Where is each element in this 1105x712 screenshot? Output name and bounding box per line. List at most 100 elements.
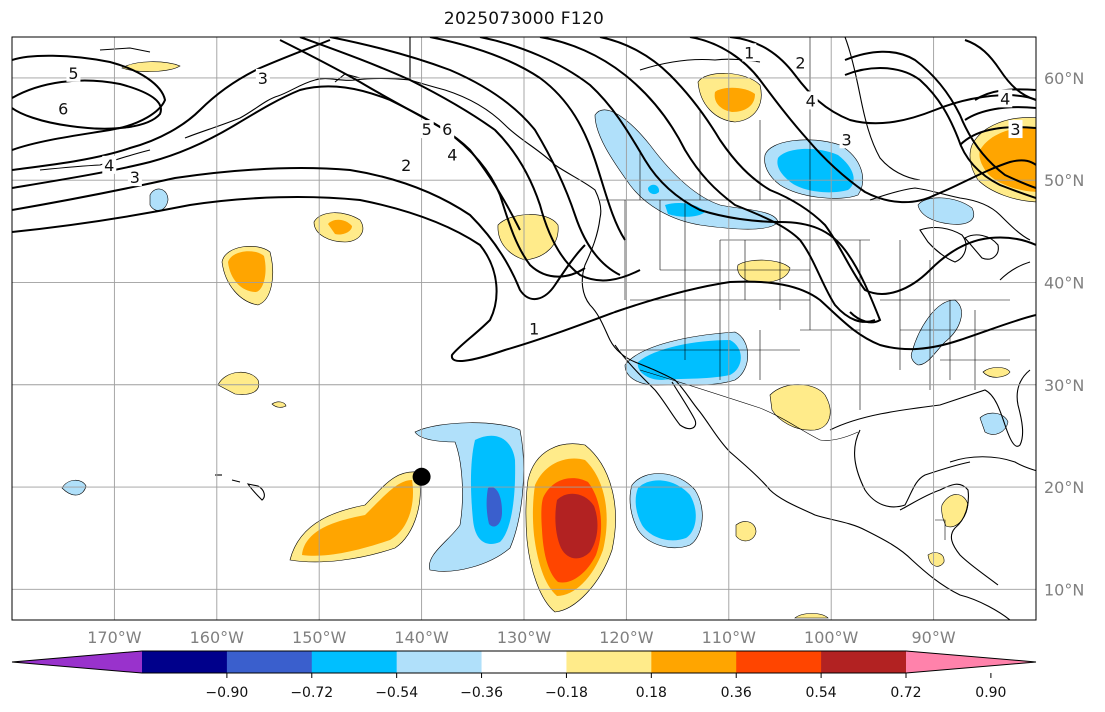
contour-label-bg: [742, 43, 757, 62]
colorbar-segment: [481, 651, 567, 673]
negative-anomaly-region: [648, 184, 660, 195]
lat-tick-label: 40°N: [1044, 273, 1084, 292]
contour-label: 6: [442, 120, 452, 139]
positive-anomaly-region: [497, 214, 559, 261]
negative-anomaly-region: [149, 188, 169, 211]
lon-tick-label: 120°W: [599, 628, 654, 647]
contour-label: 5: [422, 120, 432, 139]
contour-label: 4: [806, 91, 816, 110]
contour-label: 3: [1010, 120, 1020, 139]
location-marker: [412, 467, 431, 486]
positive-anomaly-region: [217, 372, 260, 395]
negative-anomaly-region: [777, 148, 854, 193]
positive-anomaly-region: [737, 259, 791, 283]
lon-tick-label: 100°W: [804, 628, 859, 647]
contour-label: 2: [795, 54, 805, 73]
contour-label-bg: [419, 120, 434, 139]
contour-label: 4: [104, 156, 114, 175]
negative-anomaly-region: [917, 197, 974, 225]
positive-anomaly-region: [228, 251, 266, 292]
negative-anomaly-region: [979, 412, 1009, 435]
longitude-tick-labels: 170°W 160°W 150°W 140°W 130°W 120°W 110°W 100°W…: [87, 628, 956, 647]
positive-anomaly-region: [271, 401, 287, 408]
colorbar-tick-labels: −0.90 −0.72 −0.54 −0.36 −0.18 0.18 0.36 0.54 0.7…: [205, 673, 1006, 701]
colorbar-segment: [651, 651, 737, 673]
contour-lines: [12, 37, 1036, 362]
contour-label-bg: [839, 130, 854, 149]
map-title: 2025073000 F120: [443, 9, 605, 29]
colorbar-tick-label: −0.18: [545, 685, 588, 701]
contour-label-bg: [255, 68, 270, 87]
lon-tick-label: 170°W: [87, 628, 142, 647]
lon-tick-label: 90°W: [912, 628, 956, 647]
positive-anomaly-region: [979, 127, 1036, 192]
colorbar-segment: [311, 651, 398, 673]
colorbar-tick-label: 0.18: [636, 685, 667, 701]
contour-label-bg: [440, 120, 455, 139]
colorbar-segment: [736, 651, 822, 673]
political-borders: [409, 37, 1036, 540]
contour-label: 3: [841, 130, 851, 149]
coastlines: [39, 37, 1036, 620]
latitude-tick-labels: 10°N 20°N 30°N 40°N 50°N 60°N: [1044, 69, 1084, 599]
negative-anomaly-region: [486, 487, 502, 527]
colorbar-tick-label: −0.72: [290, 685, 333, 701]
positive-anomaly-region: [121, 61, 181, 72]
lat-tick-label: 60°N: [1044, 69, 1084, 88]
lat-tick-label: 20°N: [1044, 478, 1084, 497]
colorbar-tick-label: 0.36: [721, 685, 752, 701]
anomaly-shading: [61, 61, 1036, 619]
colorbar-segment: [142, 651, 228, 673]
lon-tick-label: 130°W: [497, 628, 552, 647]
colorbar-extend-high: [906, 651, 1036, 673]
colorbar-segment: [566, 651, 652, 673]
colorbar-segment: [396, 651, 483, 673]
contour-label-bg: [66, 63, 81, 82]
contour-label: 6: [58, 100, 68, 119]
lon-tick-label: 160°W: [190, 628, 245, 647]
contour-label: 3: [258, 69, 268, 88]
map-frame: [11, 36, 1037, 621]
positive-anomaly-region: [302, 480, 414, 556]
contour-label-bg: [1008, 120, 1023, 139]
contour-label-bg: [127, 168, 142, 187]
colorbar-extend-low: [12, 651, 142, 673]
contour-label-bg: [445, 145, 460, 164]
positive-anomaly-region: [794, 613, 829, 619]
contour-label-bg: [102, 155, 117, 174]
contour-label-bg: [998, 89, 1013, 108]
positive-anomaly-region: [735, 521, 757, 542]
positive-anomaly-region: [714, 87, 755, 112]
contour-label-bg: [803, 91, 818, 110]
colorbar-tick-label: 0.90: [975, 685, 1006, 701]
colorbar-tick-label: −0.36: [460, 685, 503, 701]
contour-label-bg: [793, 53, 808, 72]
positive-anomaly-region: [982, 367, 1011, 378]
contour-label: 3: [130, 168, 140, 187]
colorbar-tick-label: −0.54: [375, 685, 418, 701]
colorbar-outline: [11, 650, 1037, 674]
contour-label-bg: [527, 319, 542, 338]
lon-tick-label: 140°W: [394, 628, 449, 647]
contour-label: 5: [68, 64, 78, 83]
negative-anomaly-region: [635, 480, 696, 541]
lon-tick-label: 110°W: [702, 628, 757, 647]
contour-label: 4: [447, 146, 457, 165]
positive-anomaly-region: [555, 493, 598, 559]
contour-label: 4: [1000, 89, 1010, 108]
negative-anomaly-region: [61, 479, 87, 496]
positive-anomaly-region: [328, 219, 352, 235]
gridlines: [12, 37, 1036, 620]
contour-label-bg: [56, 99, 71, 118]
contour-label: 1: [529, 320, 539, 339]
positive-anomaly-region: [927, 552, 945, 567]
lat-tick-label: 10°N: [1044, 580, 1084, 599]
colorbar-tick-label: −0.90: [205, 685, 248, 701]
contour-label: 1: [744, 43, 754, 62]
contour-label-bg: [399, 155, 414, 174]
colorbar-segment: [821, 651, 907, 673]
colorbar-tick-label: 0.72: [890, 685, 921, 701]
colorbar-tick-label: 0.54: [806, 685, 837, 701]
